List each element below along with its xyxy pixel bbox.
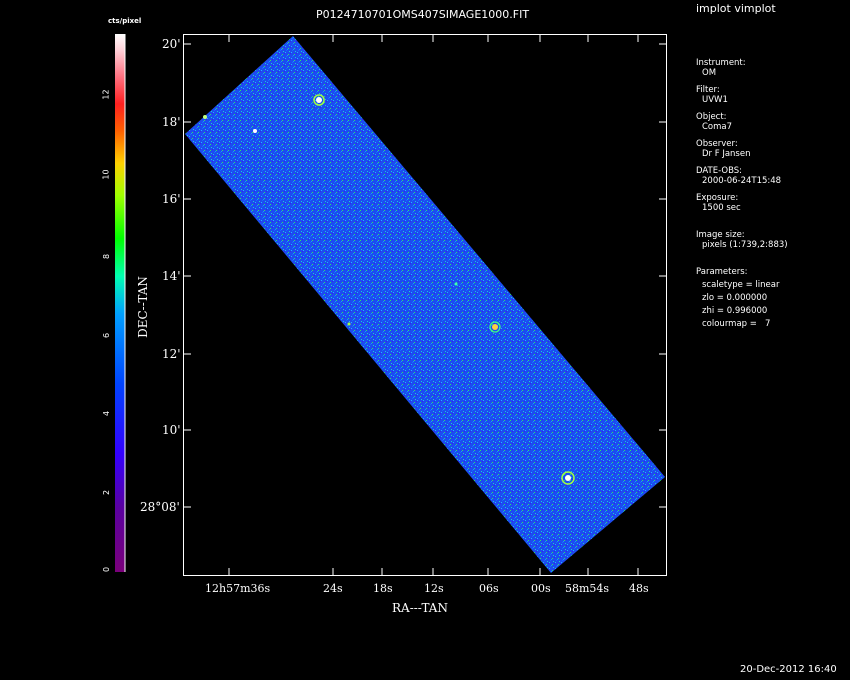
x-tick-label: 58m54s	[565, 582, 610, 595]
colorbar-tick-label: 0	[102, 566, 112, 573]
image-plot[interactable]	[183, 34, 667, 576]
colorbar-axis	[124, 34, 126, 572]
colorbar-tick-label: 6	[102, 332, 112, 339]
source-marker	[565, 475, 571, 481]
source-marker	[489, 321, 501, 333]
x-axis-label: RA---TAN	[392, 601, 448, 615]
source-marker	[313, 94, 325, 106]
x-tick-label: 06s	[479, 582, 499, 595]
x-tick-label: 00s	[531, 582, 551, 595]
y-tick-label: 18'	[162, 115, 181, 129]
colorbar-tick-label: 8	[102, 253, 112, 260]
colorbar-tick-label: 2	[102, 489, 112, 496]
param-colourmap: colourmap = 7	[702, 319, 771, 329]
filter-label: Filter:	[696, 85, 720, 95]
y-tick-label: 20'	[162, 37, 181, 51]
y-tick-label: 16'	[162, 192, 181, 206]
parameters-label: Parameters:	[696, 267, 748, 277]
source-marker	[561, 471, 575, 485]
date-label: DATE-OBS:	[696, 166, 743, 176]
param-scaletype: scaletype = linear	[702, 280, 780, 290]
source-marker	[454, 282, 458, 286]
image-size-value: pixels (1:739,2:883)	[702, 240, 788, 250]
y-tick-label: 12'	[162, 347, 181, 361]
instrument-label: Instrument:	[696, 58, 746, 68]
timestamp: 20-Dec-2012 16:40	[740, 664, 837, 675]
colorbar-tick-label: 10	[101, 169, 111, 180]
param-zhi: zhi = 0.996000	[702, 306, 768, 316]
x-tick-label: 48s	[629, 582, 649, 595]
colorbar	[115, 34, 125, 572]
date-value: 2000-06-24T15:48	[702, 176, 782, 186]
source-marker	[253, 129, 257, 133]
sky-image	[185, 36, 665, 573]
source-marker	[316, 97, 322, 103]
y-axis-label: DEC--TAN	[135, 276, 150, 338]
object-label: Object:	[696, 112, 727, 122]
exposure-label: Exposure:	[696, 193, 739, 203]
x-tick-label: 18s	[373, 582, 393, 595]
y-tick-label: 14'	[162, 269, 181, 283]
x-tick-label: 12h57m36s	[205, 582, 271, 595]
observer-value: Dr F Jansen	[702, 149, 751, 159]
observer-label: Observer:	[696, 139, 738, 149]
exposure-value: 1500 sec	[702, 203, 741, 213]
instrument-value: OM	[702, 68, 717, 78]
colorbar-tick-label: 4	[102, 410, 112, 417]
param-zlo: zlo = 0.000000	[702, 293, 768, 303]
colorbar-label: cts/pixel	[108, 17, 142, 25]
source-marker	[492, 324, 498, 330]
x-tick-label: 12s	[424, 582, 444, 595]
object-value: Coma7	[702, 122, 733, 132]
image-size-label: Image size:	[696, 230, 745, 240]
colorbar-tick-label: 12	[101, 89, 111, 100]
window-title: implot vimplot	[696, 2, 776, 15]
filter-value: UVW1	[702, 95, 728, 105]
source-marker	[203, 115, 207, 119]
x-tick-label: 24s	[323, 582, 343, 595]
info-panel: Instrument: OM Filter: UVW1 Object: Coma…	[696, 58, 788, 329]
y-tick-label: 28°08'	[140, 500, 180, 514]
y-tick-label: 10'	[162, 423, 181, 437]
plot-title: P0124710701OMS407SIMAGE1000.FIT	[316, 8, 530, 21]
source-marker	[347, 322, 351, 326]
